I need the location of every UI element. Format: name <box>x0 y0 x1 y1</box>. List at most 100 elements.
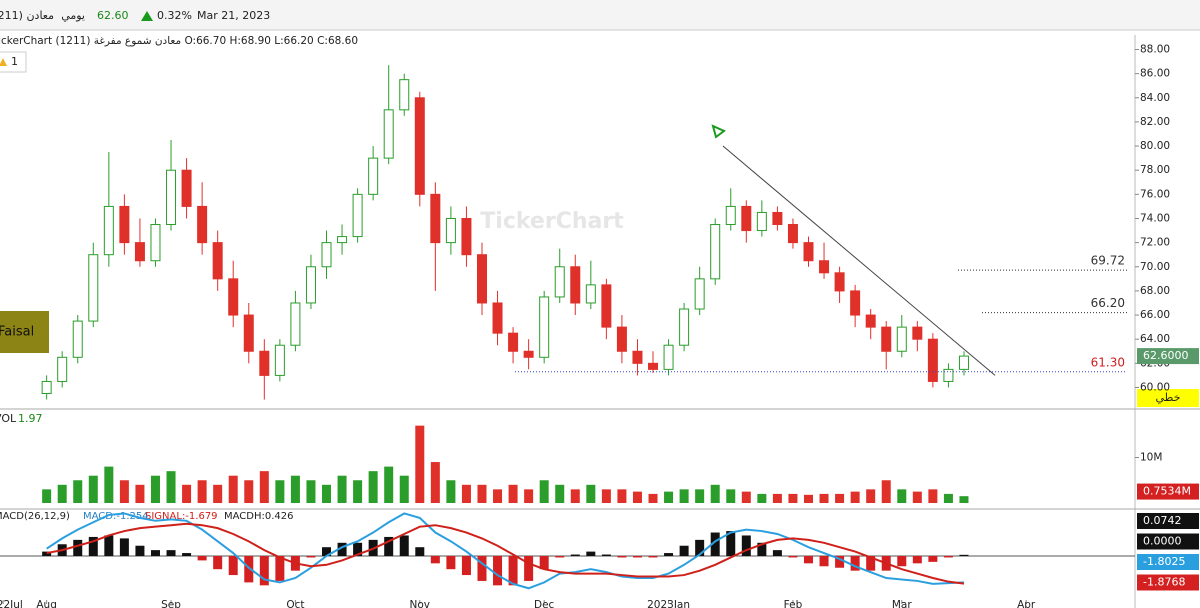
candle-body <box>166 169 177 226</box>
candle-body <box>337 236 348 244</box>
macd-histogram <box>586 551 596 556</box>
volume-bar <box>322 484 332 503</box>
badge-box[interactable] <box>0 51 27 73</box>
x-tick-label: 2022Jul <box>0 599 23 608</box>
volume-bar <box>306 480 316 503</box>
y-tick-label: 80.00 <box>1140 140 1170 152</box>
cursor-icon <box>711 124 726 139</box>
macd-histogram <box>835 556 845 568</box>
y-tick-label: 78.00 <box>1140 164 1170 176</box>
macd-axis-box <box>1137 513 1199 529</box>
volume-bar <box>57 484 67 503</box>
candle-body <box>616 326 627 352</box>
macd-histogram <box>259 556 269 586</box>
y-tick-label: 10M <box>1140 452 1162 464</box>
candle-body <box>896 326 907 352</box>
macd-histogram <box>213 556 223 570</box>
x-tick-label: Nov <box>410 599 431 608</box>
macd-axis-label: 0.0000 <box>1143 535 1182 548</box>
macd-histogram <box>353 542 363 556</box>
macd-histogram <box>741 535 751 556</box>
macd-histogram <box>710 532 720 556</box>
tag-box <box>0 311 49 353</box>
volume-bar <box>446 480 456 503</box>
macd-axis-label: 0.0742 <box>1143 514 1182 527</box>
last-price-box <box>1137 348 1199 365</box>
candle-body <box>663 344 674 370</box>
volume-bar <box>570 489 580 503</box>
candle-body <box>212 242 223 280</box>
candle-body <box>927 338 938 382</box>
candle-body <box>554 266 565 298</box>
date: Mar 21, 2023 <box>197 9 270 22</box>
macd-histogram <box>430 556 440 564</box>
macd-histogram <box>415 547 425 556</box>
style-box[interactable] <box>1137 389 1199 407</box>
x-tick-label: Mar <box>892 599 912 608</box>
candle-body <box>787 224 798 244</box>
signal-value: SIGNAL:-1.679 <box>145 511 218 522</box>
volume-bar <box>648 493 658 503</box>
volume-bar <box>695 489 705 503</box>
volume-bar <box>710 484 720 503</box>
volume-bar <box>679 489 689 503</box>
volume-bar <box>726 489 736 503</box>
y-tick-label: 60.00 <box>1140 381 1170 393</box>
candle-body <box>399 79 410 111</box>
macd-histogram <box>166 550 176 556</box>
candle-body <box>865 314 876 328</box>
volume-bar <box>368 471 378 503</box>
volume-bar <box>182 484 192 503</box>
macd-histogram <box>664 553 674 556</box>
volume-bar <box>881 480 891 503</box>
x-tick-label: 2023Jan <box>647 599 690 608</box>
candle-body <box>445 217 456 244</box>
volume-bar <box>150 475 160 503</box>
volume-bar <box>88 475 98 503</box>
y-tick-label: 72.00 <box>1140 237 1170 249</box>
volume-bar <box>850 491 860 503</box>
level-label: 61.30 <box>1091 355 1125 369</box>
volume-bar <box>353 480 363 503</box>
candle-body <box>539 296 550 358</box>
candle-body <box>679 308 690 346</box>
candle-body <box>912 326 923 340</box>
macd-histogram <box>493 556 503 586</box>
macd-histogram <box>306 556 316 558</box>
macd-histogram <box>617 556 627 558</box>
volume-bar <box>866 489 876 503</box>
candle-body <box>259 350 270 376</box>
candle-body <box>850 290 861 316</box>
macd-label: MACD(26,12,9) <box>0 511 70 522</box>
vol-label: VOL <box>0 412 17 425</box>
volume-bar <box>835 493 845 503</box>
level-label: 66.20 <box>1091 296 1125 310</box>
candle-body <box>834 272 845 292</box>
macd-histogram <box>135 545 145 556</box>
macd-axis-box <box>1137 533 1199 550</box>
style-label: خطي <box>1156 391 1181 404</box>
macd-histogram <box>928 556 938 562</box>
legend: TickerChart معادن شموع مفرغة (1211) O:66… <box>0 35 358 47</box>
volume-bar <box>228 475 238 503</box>
volume-bar <box>415 425 425 503</box>
volume-bar <box>664 491 674 503</box>
y-tick-label: 82.00 <box>1140 116 1170 128</box>
volume-bar <box>959 496 969 503</box>
macd-histogram <box>943 556 953 558</box>
macd-histogram <box>73 539 83 556</box>
macd-histogram <box>228 556 238 576</box>
macd-histogram <box>197 556 207 561</box>
candle-body <box>368 157 379 195</box>
macd-histogram <box>275 556 285 581</box>
candle-body <box>585 284 596 304</box>
volume-bar <box>912 491 922 503</box>
up-arrow <box>141 11 153 21</box>
volume-bar <box>943 493 953 503</box>
volume-bar <box>586 484 596 503</box>
volume-bar <box>524 489 534 503</box>
x-tick-label: Aug <box>36 599 57 608</box>
macd-histogram <box>632 556 642 558</box>
macd-histogram <box>88 536 98 556</box>
macd-histogram <box>679 545 689 556</box>
